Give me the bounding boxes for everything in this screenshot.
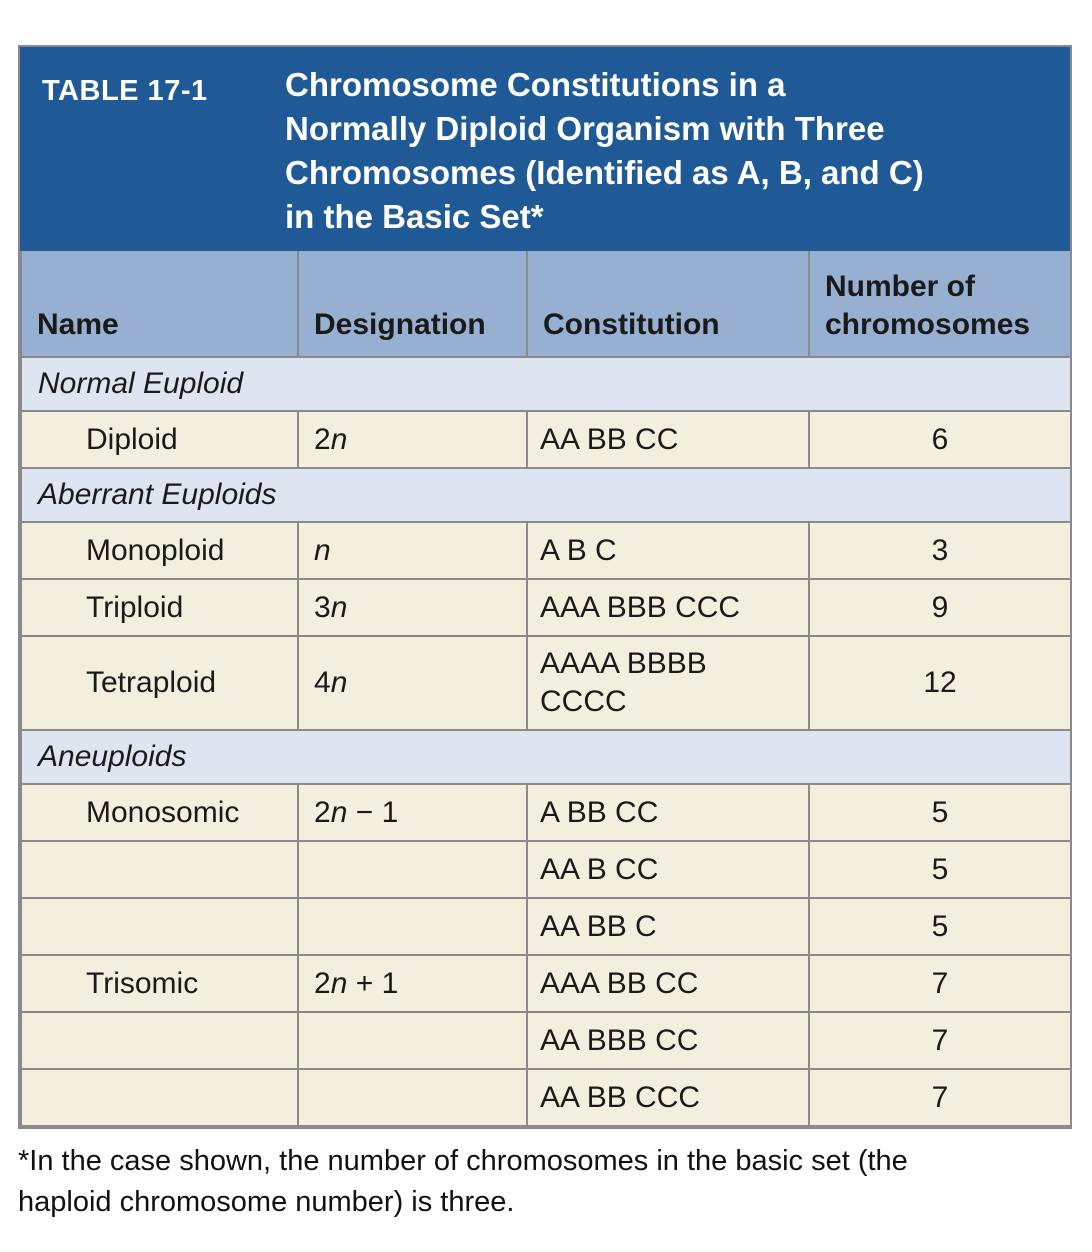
column-header-name: Name [20,251,299,358]
table-row-tetraploid: Tetraploid 4n AAAA BBBB CCCC 12 [20,635,1072,731]
table-number-label: TABLE 17-1 [42,75,208,107]
table-row-trisomic-3: AA BB CCC 7 [20,1068,1072,1127]
designation-cell: 2n − 1 [297,783,528,842]
designation-cell: 2n [297,410,528,469]
table-row-diploid: Diploid 2n AA BB CC 6 [20,410,1072,469]
constitution-cell: AAA BBB CCC [526,578,810,637]
number-cell: 6 [808,410,1072,469]
constitution-cell: AA B CC [526,840,810,899]
designation-cell: 4n [297,635,528,731]
table-row-monosomic-3: AA BB C 5 [20,897,1072,956]
table-footnote: *In the case shown, the number of chromo… [18,1141,1072,1223]
section-label: Normal Euploid [20,356,1072,412]
constitution-cell: AAA BB CC [526,954,810,1013]
constitution-cell: AA BB C [526,897,810,956]
table-banner: TABLE 17-1 Chromosome Constitutions in a… [20,47,1070,251]
designation-cell [297,840,528,899]
number-cell: 7 [808,954,1072,1013]
column-header-number: Number of chromosomes [808,251,1072,358]
number-cell: 9 [808,578,1072,637]
table-row-monoploid: Monoploid n A B C 3 [20,521,1072,580]
table-title-line-2: Normally Diploid Organism with Three [285,110,885,147]
table-title-line-4: in the Basic Set* [285,198,544,235]
name-cell: Diploid [20,410,299,469]
number-cell: 12 [808,635,1072,731]
name-cell: Monoploid [20,521,299,580]
chromosome-constitutions-table: Name Designation Constitution Number of … [20,251,1072,1127]
constitution-cell: AA BBB CC [526,1011,810,1070]
section-label: Aberrant Euploids [20,467,1072,523]
name-cell: Triploid [20,578,299,637]
column-header-row: Name Designation Constitution Number of … [20,251,1072,358]
number-cell: 5 [808,897,1072,956]
name-cell: Tetraploid [20,635,299,731]
name-cell [20,897,299,956]
constitution-cell: AA BB CCC [526,1068,810,1127]
table-row-trisomic: Trisomic 2n + 1 AAA BB CC 7 [20,954,1072,1013]
name-cell: Trisomic [20,954,299,1013]
table-row-monosomic: Monosomic 2n − 1 A BB CC 5 [20,783,1072,842]
designation-cell [297,1068,528,1127]
number-cell: 7 [808,1068,1072,1127]
column-header-designation: Designation [297,251,528,358]
table-row-trisomic-2: AA BBB CC 7 [20,1011,1072,1070]
constitution-cell: AA BB CC [526,410,810,469]
section-row-aneuploids: Aneuploids [20,729,1072,785]
number-cell: 5 [808,783,1072,842]
footnote-line-1: *In the case shown, the number of chromo… [18,1145,908,1177]
constitution-cell: A BB CC [526,783,810,842]
number-cell: 3 [808,521,1072,580]
name-cell [20,840,299,899]
section-label: Aneuploids [20,729,1072,785]
designation-cell: 2n + 1 [297,954,528,1013]
number-cell: 5 [808,840,1072,899]
section-row-normal-euploid: Normal Euploid [20,356,1072,412]
table-17-1-frame: TABLE 17-1 Chromosome Constitutions in a… [18,45,1072,1129]
section-row-aberrant-euploids: Aberrant Euploids [20,467,1072,523]
table-row-triploid: Triploid 3n AAA BBB CCC 9 [20,578,1072,637]
designation-cell: n [297,521,528,580]
designation-cell: 3n [297,578,528,637]
table-title-line-1: Chromosome Constitutions in a [285,66,786,103]
table-title-line-3: Chromosomes (Identified as A, B, and C) [285,154,924,191]
table-row-monosomic-2: AA B CC 5 [20,840,1072,899]
constitution-cell: AAAA BBBB CCCC [526,635,810,731]
footnote-line-2: haploid chromosome number) is three. [18,1186,515,1218]
name-cell [20,1011,299,1070]
name-cell: Monosomic [20,783,299,842]
constitution-cell: A B C [526,521,810,580]
table-title: Chromosome Constitutions in a Normally D… [285,63,924,239]
name-cell [20,1068,299,1127]
column-header-constitution: Constitution [526,251,810,358]
designation-cell [297,897,528,956]
designation-cell [297,1011,528,1070]
number-cell: 7 [808,1011,1072,1070]
